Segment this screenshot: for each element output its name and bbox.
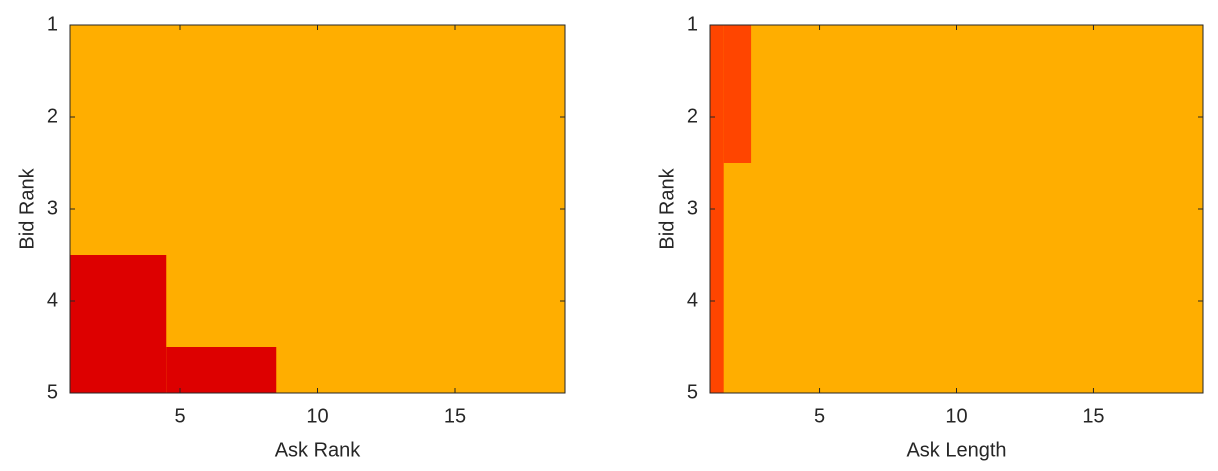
y-tick-label: 5	[47, 381, 58, 403]
x-tick-label: 10	[945, 405, 967, 427]
heatmap-panel: 5 10 15 1 2 3 4 5 Ask Length Bid Rank	[656, 13, 1204, 461]
x-tick-label: 15	[444, 405, 466, 427]
x-tick-label: 5	[814, 405, 825, 427]
y-tick-label: 4	[687, 289, 698, 311]
y-tick-label: 1	[687, 13, 698, 35]
cell	[166, 347, 277, 393]
y-tick-label: 3	[687, 197, 698, 219]
y-tick-label: 4	[47, 289, 58, 311]
x-axis-label: Ask Length	[906, 439, 1006, 461]
x-tick-label: 10	[306, 405, 328, 427]
cell	[723, 25, 752, 163]
y-tick-label: 1	[47, 13, 58, 35]
background	[710, 25, 1203, 393]
cell	[70, 255, 167, 393]
cells	[70, 255, 277, 393]
y-axis-label: Bid Rank	[16, 167, 38, 249]
x-axis-label: Ask Rank	[275, 439, 362, 461]
y-tick-label: 2	[47, 105, 58, 127]
heatmap-panel: 5 10 15 1 2 3 4 5 Ask Rank Bid Rank	[16, 13, 566, 461]
x-tick-label: 15	[1082, 405, 1104, 427]
y-tick-label: 3	[47, 197, 58, 219]
y-axis-label: Bid Rank	[656, 167, 678, 249]
y-tick-label: 2	[687, 105, 698, 127]
y-tick-label: 5	[687, 381, 698, 403]
x-tick-label: 5	[174, 405, 185, 427]
